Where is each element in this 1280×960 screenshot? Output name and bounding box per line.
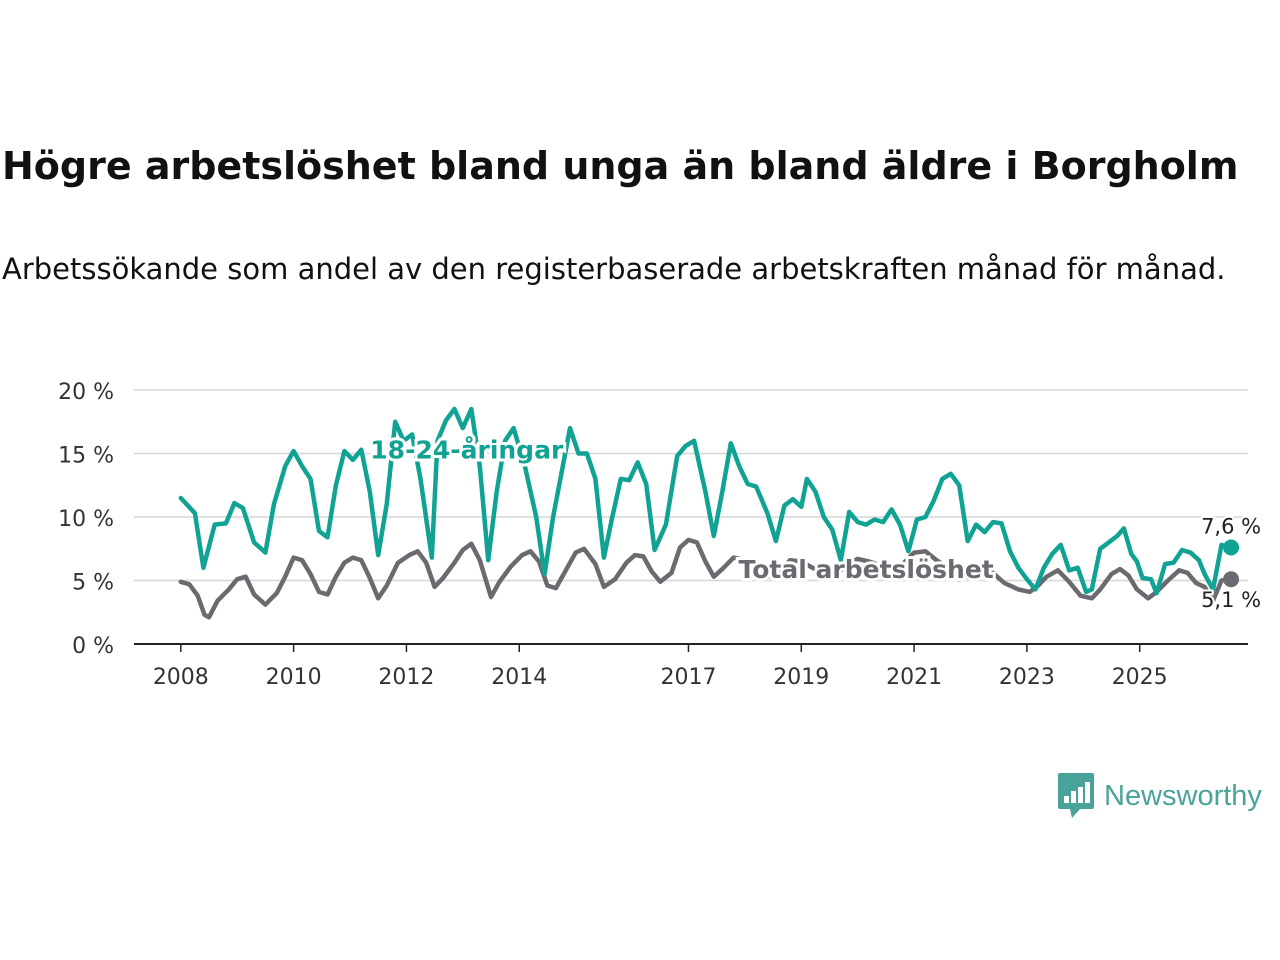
series-lines (178, 406, 1240, 620)
end-label-total: 5,1 % (1201, 588, 1261, 612)
chart-title: Högre arbetslöshet bland unga än bland ä… (2, 144, 1239, 188)
end-label-youth: 7,6 % (1201, 514, 1261, 538)
x-tick-label: 2021 (886, 665, 942, 690)
y-tick-label: 5 % (72, 571, 114, 596)
x-tick-label: 2014 (491, 665, 547, 690)
newsworthy-logo-icon (1058, 773, 1094, 818)
series-label-total: Total arbetslöshet (739, 555, 994, 584)
brand-name: Newsworthy (1104, 779, 1262, 812)
series-line-total (178, 537, 1234, 620)
series-labels: 7,6 % 5,1 % 18-24-åringar Total arbetslöshe… (367, 433, 1263, 615)
x-tick-label: 2019 (773, 665, 829, 690)
series-label-youth: 18-24-åringar (370, 436, 564, 465)
y-tick-label: 20 % (58, 380, 114, 405)
x-axis-ticks: 2008 2010 2012 2014 2017 2019 2021 2023 2025 (153, 644, 1168, 690)
chart-subtitle: Arbetssökande som andel av den registerb… (2, 252, 1226, 286)
x-tick-label: 2008 (153, 665, 209, 690)
x-tick-label: 2025 (1112, 665, 1168, 690)
x-tick-label: 2010 (266, 665, 322, 690)
newsworthy-brand: Newsworthy (1058, 772, 1262, 820)
x-tick-label: 2012 (378, 665, 434, 690)
grid-lines (134, 389, 1248, 645)
end-point-total (1223, 571, 1240, 588)
x-tick-label: 2017 (660, 665, 716, 690)
y-axis-ticks: 0 % 5 % 10 % 15 % 20 % (58, 380, 114, 659)
y-tick-label: 0 % (72, 634, 114, 659)
y-tick-label: 10 % (58, 507, 114, 532)
end-point-youth (1223, 539, 1240, 556)
series-line-youth (178, 406, 1234, 596)
y-tick-label: 15 % (58, 444, 114, 469)
x-tick-label: 2023 (999, 665, 1055, 690)
